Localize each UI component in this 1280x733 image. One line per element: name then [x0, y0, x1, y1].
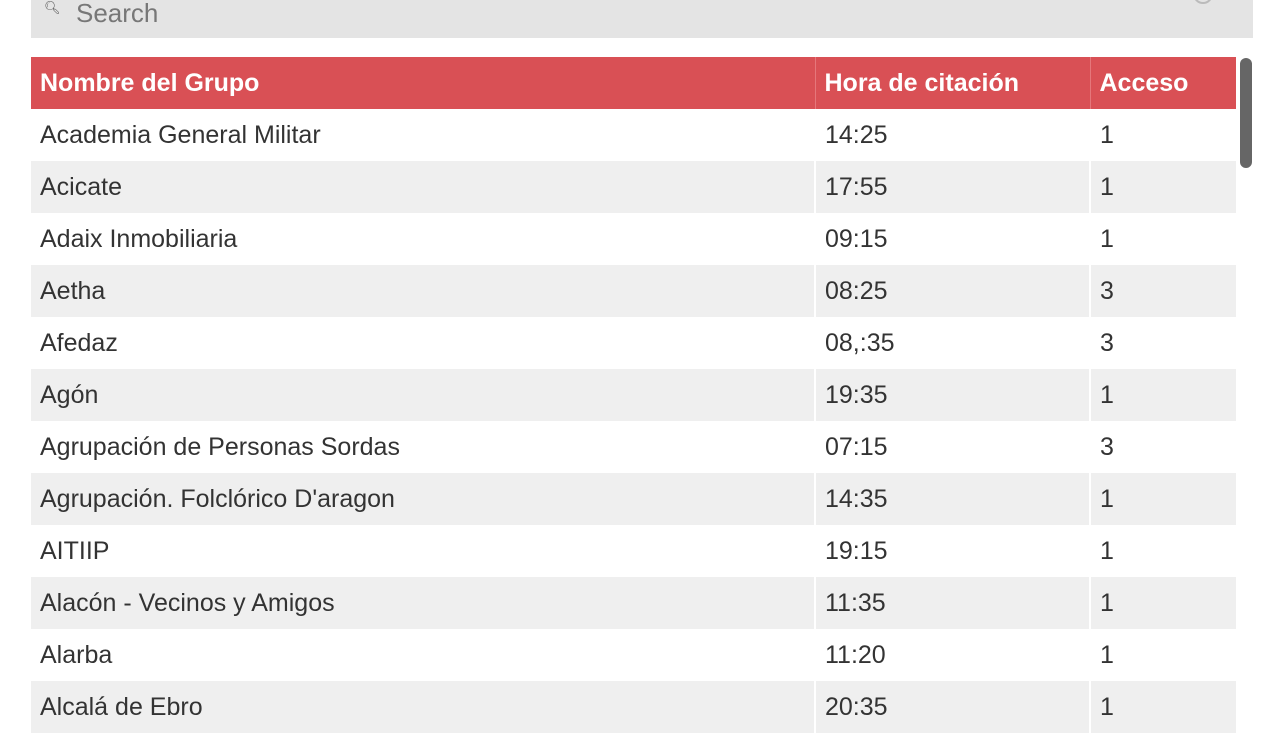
cell-group-name: Acicate [31, 161, 815, 213]
cell-access: 3 [1089, 265, 1236, 317]
table-row[interactable]: Alarba 11:20 1 [31, 629, 1236, 681]
cell-time: 14:35 [814, 473, 1090, 525]
cell-time: 08:25 [814, 265, 1090, 317]
cell-access: 1 [1089, 213, 1236, 265]
groups-table: Nombre del Grupo Hora de citación Acceso… [31, 57, 1236, 733]
table-row[interactable]: Academia General Militar 14:25 1 [31, 109, 1236, 161]
cell-access: 1 [1089, 473, 1236, 525]
search-input[interactable]: Search [76, 0, 159, 28]
table-row[interactable]: Alacón - Vecinos y Amigos 11:35 1 [31, 577, 1236, 629]
cell-group-name: Agrupación. Folclórico D'aragon [31, 473, 815, 525]
cell-group-name: Adaix Inmobiliaria [40, 224, 238, 253]
table-row[interactable]: AITIIP 19:15 1 [31, 525, 1236, 577]
cell-time: 11:20 [814, 629, 1090, 681]
cell-access: 1 [1089, 629, 1236, 681]
cell-group-name: Alarba [40, 640, 113, 669]
search-icon: 🔍︎ [44, 0, 61, 15]
cell-time: 08,:35 [814, 317, 1090, 369]
cell-time: 11:35 [814, 577, 1090, 629]
cell-access: 1 [1089, 681, 1236, 733]
cell-time: 07:15 [814, 421, 1090, 473]
table-row[interactable]: Afedaz 08,:35 3 [31, 317, 1236, 369]
cell-access: 1 [1089, 369, 1236, 421]
scrollbar-thumb[interactable] [1240, 58, 1252, 168]
cell-group-name: Afedaz [40, 328, 118, 357]
cell-access: 3 [1089, 421, 1236, 473]
table-header: Nombre del Grupo Hora de citación Acceso [31, 57, 1236, 109]
table-row[interactable]: Acicate 17:55 1 [31, 161, 1236, 213]
cell-access: 1 [1089, 525, 1236, 577]
table-row[interactable]: Agrupación. Folclórico D'aragon 14:35 1 [31, 473, 1236, 525]
cell-access: 1 [1089, 161, 1236, 213]
search-bar[interactable]: 🔍︎ Search [31, 0, 1253, 38]
cell-group-name: Aetha [31, 265, 815, 317]
cell-time: 19:15 [814, 525, 1090, 577]
clear-icon[interactable] [1193, 0, 1213, 4]
cell-time: 09:15 [814, 213, 1090, 265]
header-time[interactable]: Hora de citación [814, 57, 1090, 109]
cell-time: 17:55 [814, 161, 1090, 213]
cell-access: 1 [1089, 109, 1236, 161]
cell-access: 1 [1089, 577, 1236, 629]
cell-time: 19:35 [814, 369, 1090, 421]
table-row[interactable]: Agón 19:35 1 [31, 369, 1236, 421]
cell-group-name: Alacón - Vecinos y Amigos [31, 577, 815, 629]
cell-time: 14:25 [814, 109, 1090, 161]
table-row[interactable]: Aetha 08:25 3 [31, 265, 1236, 317]
cell-time: 20:35 [814, 681, 1090, 733]
table-row[interactable]: Alcalá de Ebro 20:35 1 [31, 681, 1236, 733]
cell-group-name: AITIIP [40, 536, 110, 565]
cell-group-name: Agón [31, 369, 815, 421]
header-access[interactable]: Acceso [1089, 57, 1236, 109]
table-row[interactable]: Adaix Inmobiliaria 09:15 1 [31, 213, 1236, 265]
header-group-name[interactable]: Nombre del Grupo [31, 57, 815, 109]
table-row[interactable]: Agrupación de Personas Sordas 07:15 3 [31, 421, 1236, 473]
cell-access: 3 [1089, 317, 1236, 369]
cell-group-name: Agrupación de Personas Sordas [40, 432, 400, 461]
cell-group-name: Alcalá de Ebro [31, 681, 815, 733]
cell-group-name: Academia General Militar [40, 120, 321, 149]
